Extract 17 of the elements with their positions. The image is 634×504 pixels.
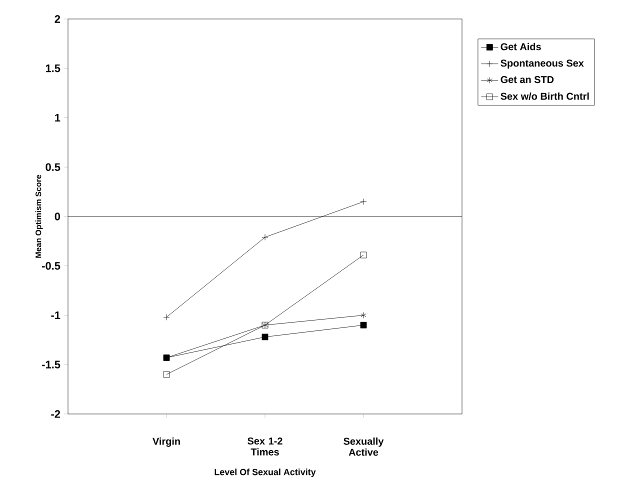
legend-label: Spontaneous Sex xyxy=(500,60,584,69)
y-tick-label: 2 xyxy=(54,15,60,23)
legend-label: Get Aids xyxy=(500,42,541,50)
x-tick-label: Virgin xyxy=(152,438,180,447)
y-tick-label: -2 xyxy=(51,410,60,418)
y-tick-label: -1.5 xyxy=(42,360,60,368)
y-tick-label: 1.5 xyxy=(46,64,60,72)
y-tick-label: -1 xyxy=(51,311,60,320)
y-tick-label: 0 xyxy=(54,212,60,220)
y-tick-label: -0.5 xyxy=(42,262,60,270)
legend-label: Sex w/o Birth Cntrl xyxy=(500,92,589,100)
legend-label: Get an STD xyxy=(500,76,554,84)
y-tick-label: 1 xyxy=(55,114,60,122)
x-tick-label: Sex 1-2 Times xyxy=(248,438,282,456)
y-tick-label: 0.5 xyxy=(46,163,60,171)
x-tick-label: Sexually Active xyxy=(344,438,384,456)
x-axis-title: Level Of Sexual Activity xyxy=(214,468,316,477)
